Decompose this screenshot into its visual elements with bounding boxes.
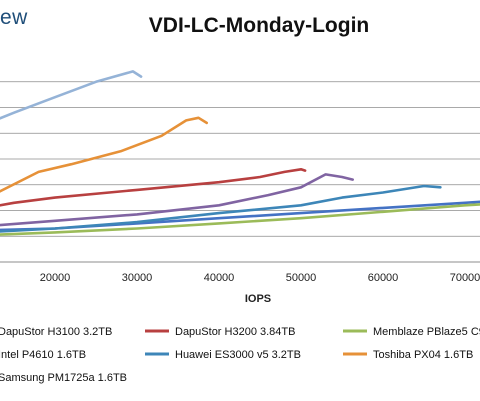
legend: DapuStor H3100 3.2TB DapuStor H3200 3.84T… — [0, 326, 480, 384]
x-axis-label: IOPS — [245, 293, 271, 305]
legend-label: DapuStor H3100 3.2TB — [0, 326, 112, 338]
x-tick-label: 50000 — [286, 272, 317, 284]
x-axis-ticks: 20000 30000 40000 50000 60000 70000 — [40, 272, 480, 284]
x-tick-label: 70000 — [450, 272, 480, 284]
x-tick-label: 60000 — [368, 272, 399, 284]
chart-title: VDI-LC-Monday-Login — [148, 14, 370, 37]
legend-label: Intel P4610 1.6TB — [0, 349, 86, 361]
legend-label: Samsung PM1725a 1.6TB — [0, 372, 127, 384]
series-line-4 — [0, 184, 442, 233]
x-tick-label: 40000 — [204, 272, 235, 284]
series-lines — [0, 70, 480, 236]
x-tick-label: 20000 — [40, 272, 71, 284]
legend-label: Toshiba PX04 1.6TB — [373, 349, 473, 361]
gridlines — [0, 81, 480, 263]
legend-label: Memblaze PBlaze5 C916 3.2TB — [373, 326, 480, 338]
series-line-5 — [0, 116, 208, 193]
series-line-6 — [0, 70, 143, 120]
legend-label: DapuStor H3200 3.84TB — [175, 326, 295, 338]
series-line-3 — [0, 173, 355, 227]
x-tick-label: 30000 — [122, 272, 153, 284]
series-line-1 — [0, 168, 307, 207]
series-line-2 — [0, 203, 480, 236]
brand-logo-fragment: ew — [0, 6, 28, 29]
legend-label: Huawei ES3000 v5 3.2TB — [175, 349, 301, 361]
